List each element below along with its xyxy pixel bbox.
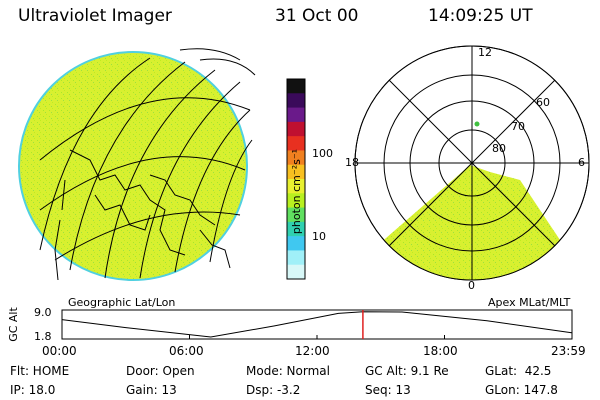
xtick-0600: 06:00	[169, 344, 204, 358]
status-glon: GLon: 147.8	[485, 383, 558, 397]
mlt-label-0: 0	[468, 279, 475, 292]
xtick-2359: 23:59	[551, 344, 586, 358]
polar-plot	[354, 45, 590, 281]
xtick-0000: 00:00	[42, 344, 77, 358]
xtick-1800: 18:00	[423, 344, 458, 358]
bright-spot	[474, 121, 480, 127]
colorbar-segment	[287, 264, 305, 280]
mlt-label-6: 6	[578, 156, 585, 169]
colorbar-segment	[287, 121, 305, 137]
instrument-title: Ultraviolet Imager	[18, 6, 172, 26]
colorbar	[286, 78, 306, 280]
date-label: 31 Oct 00	[275, 6, 359, 26]
status-gcalt: GC Alt: 9.1 Re	[365, 364, 449, 378]
status-mode: Mode: Normal	[246, 364, 330, 378]
colorbar-segment	[287, 107, 305, 123]
status-dsp: Dsp: -3.2	[246, 383, 301, 397]
colorbar-outline	[286, 78, 306, 280]
colorbar-segment	[287, 164, 305, 180]
colorbar-segment	[287, 136, 305, 151]
status-ip: IP: 18.0	[10, 383, 56, 397]
status-door: Door: Open	[126, 364, 195, 378]
altitude-ytick-bottom: 1.8	[34, 330, 52, 343]
colorbar-segment	[287, 250, 305, 266]
colorbar-segment	[287, 193, 305, 209]
colorbar-segment	[287, 93, 305, 109]
status-gain: Gain: 13	[126, 383, 177, 397]
globe-panel-label: Geographic Lat/Lon	[68, 296, 176, 309]
colorbar-unit-label: photon cm⁻²s⁻¹	[290, 148, 304, 235]
xtick-1200: 12:00	[295, 344, 330, 358]
altitude-plot	[61, 309, 573, 340]
polar-panel-label: Apex MLat/MLT	[488, 296, 571, 309]
colorbar-tick-10: 10	[312, 230, 326, 243]
status-flt: Flt: HOME	[10, 364, 70, 378]
colorbar-segment	[287, 221, 305, 237]
longitude-grid	[39, 48, 256, 279]
time-label: 14:09:25 UT	[428, 6, 533, 26]
colorbar-tick-100: 100	[312, 147, 333, 160]
altitude-line	[61, 311, 572, 338]
status-seq: Seq: 13	[365, 383, 411, 397]
coastline	[54, 149, 231, 281]
mlat-label-70: 70	[511, 120, 525, 133]
mlt-label-18: 18	[345, 156, 359, 169]
colorbar-segment	[287, 150, 305, 166]
globe-image	[18, 48, 256, 281]
mlt-label-12: 12	[478, 46, 492, 59]
colorbar-segment	[287, 236, 305, 251]
status-glat: GLat: 42.5	[485, 364, 552, 378]
globe-disk	[18, 51, 248, 281]
mlat-label-60: 60	[536, 96, 550, 109]
colorbar-segment	[287, 179, 305, 194]
colorbar-segment	[287, 79, 305, 94]
altitude-ylabel: GC Alt	[6, 307, 20, 342]
altitude-ytick-top: 9.0	[34, 306, 52, 319]
mlat-label-80: 80	[492, 142, 506, 155]
colorbar-segment	[287, 207, 305, 223]
